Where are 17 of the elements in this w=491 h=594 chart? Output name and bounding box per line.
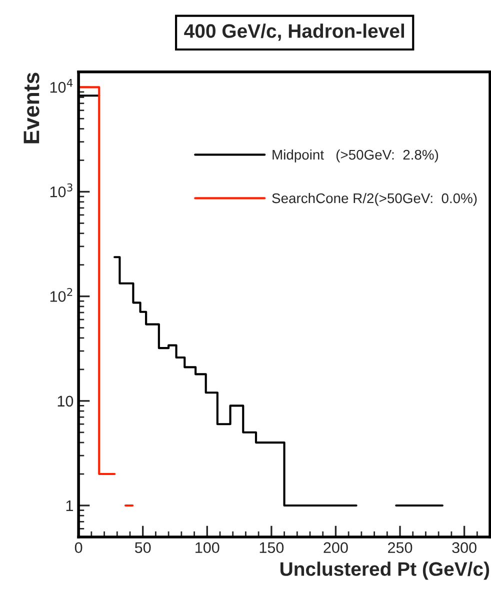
x-tick-label: 200 [324,542,348,554]
x-tick-label: 300 [452,542,476,554]
x-tick-label: 150 [260,542,284,554]
x-tick-label: 50 [134,542,151,554]
chart-title: 400 GeV/c, Hadron-level [184,24,404,41]
x-tick-label: 250 [388,542,412,554]
y-tick-label: 10$^{2}$ [50,288,72,302]
y-tick-label: 10$^{3}$ [50,183,72,198]
y-tick-label: 1 [66,500,73,512]
legend-label: SearchCone R/2(>50GeV: 0.0%) [272,192,477,206]
y-axis-title: Events [24,72,40,144]
x-tick-label: 100 [196,542,220,554]
x-tick-label: 0 [74,542,82,554]
legend-label: Midpoint (>50GeV: 2.8%) [272,149,438,162]
x-axis-title: Unclustered Pt (GeV/c) [280,562,490,580]
y-tick-label: 10 [58,396,74,407]
y-tick-label: 10$^{4}$ [50,78,73,93]
